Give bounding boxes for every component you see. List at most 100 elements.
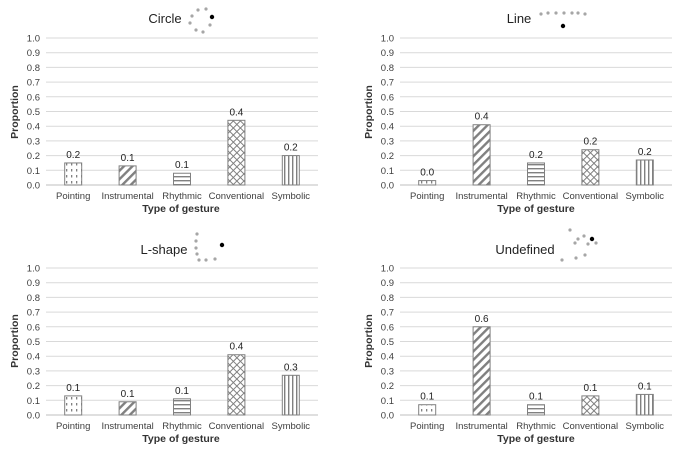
bar-symbolic [281, 155, 300, 186]
y-axis-label: Proportion [9, 314, 21, 368]
bar-instrumental [118, 165, 137, 186]
bar-conventional [227, 354, 246, 416]
y-axis-label: Proportion [9, 85, 21, 139]
y-tick-label: 0.8 [381, 293, 394, 304]
y-tick-label: 0.6 [381, 322, 394, 333]
y-tick-label: 0.7 [27, 308, 40, 319]
x-tick-label: Pointing [410, 191, 444, 202]
y-tick-label: 1.0 [27, 34, 40, 45]
bar-rhythmic [527, 162, 545, 186]
trajectory-line-icon [539, 11, 587, 29]
x-tick-label: Conventional [209, 191, 264, 202]
bar-rhythmic [173, 398, 191, 416]
y-tick-label: 0.6 [381, 92, 394, 103]
data-label: 0.3 [284, 362, 298, 373]
x-axis-label: Type of gesture [142, 433, 220, 445]
bar-symbolic [635, 159, 654, 186]
y-axis-label: Proportion [363, 85, 375, 139]
x-tick-label: Instrumental [455, 191, 507, 202]
chart-title: Undefined [495, 242, 554, 257]
data-label: 0.2 [529, 150, 543, 161]
bar-conventional [581, 149, 600, 186]
x-tick-label: Rhythmic [162, 191, 202, 202]
y-tick-label: 0.7 [27, 78, 40, 89]
y-tick-label: 0.0 [381, 411, 394, 422]
data-label: 0.2 [638, 147, 652, 158]
y-tick-label: 0.3 [381, 136, 394, 147]
data-label: 0.1 [529, 392, 543, 403]
y-tick-label: 0.2 [381, 151, 394, 162]
data-label: 0.1 [175, 386, 189, 397]
chart-panel-undefined: Undefined 0.0 0.1 0.2 0.3 0.4 0.5 0.6 0.7 0.8 0.9… [363, 228, 672, 445]
y-tick-label: 0.1 [27, 396, 40, 407]
x-tick-label: Rhythmic [516, 421, 556, 432]
y-tick-label: 0.1 [27, 166, 40, 177]
y-tick-label: 0.0 [27, 181, 40, 192]
x-tick-label: Instrumental [101, 421, 153, 432]
chart-panel-circle: Circle 0.0 0.1 0.2 0.3 0.4 0.5 0.6 0.7 0.8 0.9 1.0… [9, 7, 318, 215]
y-tick-label: 0.3 [27, 366, 40, 377]
bar-pointing [418, 404, 437, 416]
y-tick-label: 0.9 [27, 278, 40, 289]
x-tick-label: Instrumental [101, 191, 153, 202]
x-tick-label: Rhythmic [162, 421, 202, 432]
y-tick-label: 0.5 [381, 107, 394, 118]
y-tick-label: 0.3 [381, 366, 394, 377]
y-tick-label: 0.4 [381, 352, 394, 363]
data-label: 0.1 [121, 153, 135, 164]
bar-instrumental [472, 124, 491, 186]
data-label: 0.2 [66, 150, 80, 161]
y-tick-label: 0.8 [27, 293, 40, 304]
data-label: 0.0 [420, 168, 434, 179]
x-tick-label: Pointing [56, 421, 90, 432]
data-label: 0.1 [66, 383, 80, 394]
chart-panel-l-shape: L-shape 0.0 0.1 0.2 0.3 0.4 0.5 0.6 0.7 0.8 0.9 1.… [9, 232, 318, 445]
y-tick-label: 0.8 [27, 63, 40, 74]
y-tick-label: 0.2 [27, 381, 40, 392]
y-tick-label: 0.9 [381, 278, 394, 289]
y-tick-label: 0.6 [27, 322, 40, 333]
x-tick-label: Symbolic [626, 191, 665, 202]
x-tick-label: Conventional [209, 421, 264, 432]
x-tick-label: Conventional [563, 191, 618, 202]
x-tick-label: Pointing [410, 421, 444, 432]
y-tick-label: 1.0 [381, 34, 394, 45]
x-axis-label: Type of gesture [142, 203, 220, 215]
data-label: 0.6 [475, 314, 489, 325]
x-axis-label: Type of gesture [497, 433, 575, 445]
data-label: 0.4 [229, 107, 243, 118]
y-tick-label: 0.2 [27, 151, 40, 162]
bar-pointing [64, 162, 83, 186]
x-tick-label: Rhythmic [516, 191, 556, 202]
y-tick-label: 1.0 [381, 264, 394, 275]
bar-pointing [64, 395, 83, 416]
data-label: 0.1 [638, 381, 652, 392]
y-tick-label: 0.2 [381, 381, 394, 392]
x-tick-label: Symbolic [272, 421, 311, 432]
y-tick-label: 0.7 [381, 308, 394, 319]
y-tick-label: 0.8 [381, 63, 394, 74]
chart-title: Circle [148, 11, 181, 26]
y-axis-label: Proportion [363, 314, 375, 368]
bar-rhythmic [173, 172, 191, 186]
bar-instrumental [118, 401, 137, 416]
y-tick-label: 0.5 [27, 107, 40, 118]
data-label: 0.2 [284, 143, 298, 154]
y-tick-label: 0.7 [381, 78, 394, 89]
data-label: 0.1 [583, 383, 597, 394]
x-tick-label: Symbolic [626, 421, 665, 432]
y-tick-label: 0.5 [381, 337, 394, 348]
y-tick-label: 0.1 [381, 166, 394, 177]
chart-panel-line: Line 0.0 0.1 0.2 0.3 0.4 0.5 0.6 0.7 0.8 0.9 1.0 0… [363, 11, 672, 215]
bar-instrumental [472, 326, 491, 416]
bar-conventional [227, 119, 246, 186]
data-label: 0.1 [420, 392, 434, 403]
y-tick-label: 1.0 [27, 264, 40, 275]
data-label: 0.4 [475, 112, 489, 123]
bar-symbolic [281, 374, 300, 416]
y-tick-label: 0.9 [381, 48, 394, 59]
x-tick-label: Pointing [56, 191, 90, 202]
y-tick-label: 0.4 [27, 122, 40, 133]
trajectory-undefined-icon [560, 228, 598, 262]
